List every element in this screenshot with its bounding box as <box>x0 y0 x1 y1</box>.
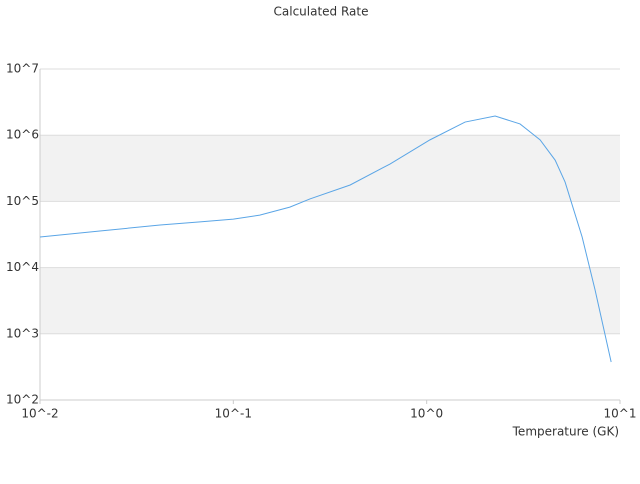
y-tick-label: 10^2 <box>6 393 39 407</box>
chart-title: Calculated Rate <box>274 5 369 19</box>
x-tick-label: 10^-1 <box>215 407 252 421</box>
y-tick-label: 10^5 <box>6 194 39 208</box>
y-tick-label: 10^7 <box>6 62 39 76</box>
x-tick-label: 10^1 <box>604 407 637 421</box>
y-tick-label: 10^4 <box>6 260 39 274</box>
data-line <box>39 115 612 363</box>
grid-band <box>40 267 620 334</box>
y-tick-label: 10^6 <box>6 128 39 142</box>
x-tick-label: 10^-2 <box>21 407 58 421</box>
y-tick-label: 10^3 <box>6 326 39 340</box>
x-axis-label: Temperature (GK) <box>512 425 619 439</box>
grid-band <box>40 135 620 202</box>
x-tick-label: 10^0 <box>410 407 443 421</box>
